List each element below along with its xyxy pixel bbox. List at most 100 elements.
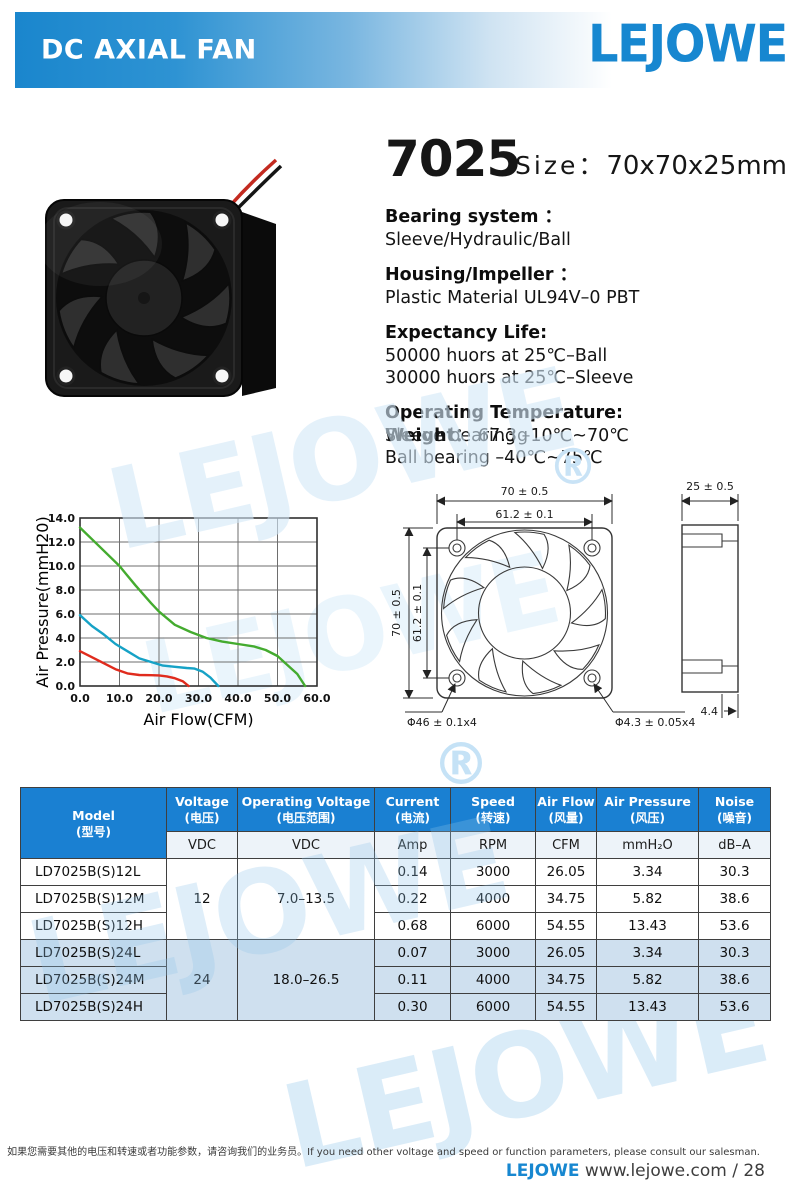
svg-text:25 ± 0.5: 25 ± 0.5 [686,480,734,493]
fan-side-face [242,212,276,396]
svg-text:61.2 ± 0.1: 61.2 ± 0.1 [495,508,553,521]
svg-text:4.4: 4.4 [701,705,719,718]
brand-logo: LEJOWE® [588,14,790,74]
cell-speed: 4000 [450,885,536,913]
cell-air-pressure: 13.43 [596,993,699,1021]
unit-air-pressure: mmH₂O [596,831,699,859]
cell-noise: 38.6 [698,966,771,994]
cell-speed: 6000 [450,993,536,1021]
cell-air-flow: 26.05 [535,858,597,886]
spec-title: Expectancy Life: [385,323,548,343]
cell-model: LD7025B(S)24H [20,993,167,1021]
svg-text:14.0: 14.0 [48,512,75,525]
cell-model: LD7025B(S)24M [20,966,167,994]
col-header-air-pressure: Air Pressure (风压) [596,787,699,832]
fan-mount-hole [56,210,76,230]
table-row: LD7025B(S)12L 12 7.0–13.5 0.14 3000 26.05 3.34… [20,858,771,940]
product-model-title: 7025 [385,130,521,188]
spec-title: Bearing system ： [385,207,563,227]
spec-list: Bearing system ： Sleeve/Hydraulic/Ball H… [385,206,780,482]
weight-value: 67.3g [477,426,529,446]
svg-text:4.0: 4.0 [56,632,76,645]
cell-current: 0.68 [374,912,451,940]
table-row: LD7025B(S)12H 0.68 6000 54.55 13.43 53.6 [20,912,771,940]
spec-line: 50000 huors at 25℃–Ball [385,346,608,366]
cell-current: 0.22 [374,885,451,913]
cell-noise: 53.6 [698,993,771,1021]
fan-wire-black [232,164,283,214]
side-view-drawing: 25 ± 0.5 4.4 [681,480,739,718]
svg-text:Air Pressure(mmH20): Air Pressure(mmH20) [35,516,52,687]
fan-hub-center [138,292,150,304]
front-mount-holes [448,539,601,687]
cell-noise: 38.6 [698,885,771,913]
cell-current: 0.07 [374,939,451,967]
front-blades [442,531,607,695]
cell-speed: 3000 [450,858,536,886]
fan-mount-hole [56,366,76,386]
fan-product-photo [38,158,283,397]
cell-speed: 4000 [450,966,536,994]
svg-text:60.0: 60.0 [303,692,330,705]
unit-voltage: VDC [166,831,238,859]
front-frame-outline [436,527,613,699]
fan-blades [58,211,231,385]
product-size: Size：70x70x25mm [515,146,787,182]
cell-current: 0.11 [374,966,451,994]
cell-noise: 30.3 [698,939,771,967]
svg-text:2.0: 2.0 [56,656,76,669]
svg-text:Φ46 ± 0.1x4: Φ46 ± 0.1x4 [407,716,477,729]
unit-air-flow: CFM [535,831,597,859]
fan-frame-inner-edge [53,207,235,389]
cell-model: LD7025B(S)24L [20,939,167,967]
spec-block: Expectancy Life: 50000 huors at 25℃–Ball… [385,322,780,389]
spec-table: Model (型号) Voltage (电压) Operating Voltage(… [20,787,771,1021]
cell-model: LD7025B(S)12L [20,858,167,886]
header-banner: DC AXIAL FAN [15,12,657,88]
cell-current: 0.30 [374,993,451,1021]
registered-mark-icon: ® [789,21,790,41]
cell-operating-voltage: 7.0–13.5 [237,858,375,940]
cell-air-pressure: 5.82 [596,885,699,913]
col-header-current: Current (电流) [374,787,451,832]
spec-block: Bearing system ： Sleeve/Hydraulic/Ball [385,206,780,251]
svg-text:10.0: 10.0 [48,560,75,573]
table-row: LD7025B(S)24L 24 18.0–26.5 0.07 3000 26.05 3.3… [20,939,771,1021]
weight-label: Weight： [385,426,473,446]
col-header-speed: Speed (转速) [450,787,536,832]
svg-text:0.0: 0.0 [56,680,76,693]
spec-line: Ball bearing –40℃~75℃ [385,448,603,468]
unit-current: Amp [374,831,451,859]
front-hub-circle [477,566,572,660]
cell-model: LD7025B(S)12H [20,912,167,940]
svg-text:Φ4.3 ± 0.05x4: Φ4.3 ± 0.05x4 [615,716,695,729]
footer-note: 如果您需要其他的电压和转速或者功能参数，请咨询我们的业务员。If you nee… [7,1147,760,1158]
performance-chart-wrap: 0.0 10.0 20.0 30.0 40.0 50.0 60.0 0.0 2.0 4.0 6.0 8… [33,503,365,741]
svg-text:0.0: 0.0 [70,692,90,705]
cell-air-pressure: 3.34 [596,858,699,886]
performance-chart: 0.0 10.0 20.0 30.0 40.0 50.0 60.0 0.0 2.0 4.0 6.0 8… [33,512,331,729]
fan-highlight [38,202,162,286]
spec-line: Sleeve bearing –10℃~70℃ [385,426,629,446]
cell-voltage: 12 [166,858,238,940]
svg-text:70 ± 0.5: 70 ± 0.5 [501,485,549,498]
cell-voltage: 24 [166,939,238,1021]
cell-current: 0.14 [374,858,451,886]
col-header-voltage: Voltage (电压) [166,787,238,832]
svg-text:61.2 ± 0.1: 61.2 ± 0.1 [411,584,424,642]
size-value: 70x70x25mm [606,151,788,181]
front-dimensions: 70 ± 0.5 61.2 ± 0.1 70 ± 0.5 61.2 ± 0.1 … [390,485,695,729]
cell-noise: 30.3 [698,858,771,886]
footer-website-link[interactable]: www.lejowe.com / 28 [584,1161,765,1181]
cell-operating-voltage: 18.0–26.5 [237,939,375,1021]
weight-row: Weight： 67.3g [385,422,528,447]
spec-line: Plastic Material UL94V–0 PBT [385,288,640,308]
spec-title: Operating Temperature: [385,403,624,423]
spec-block: Operating Temperature: Sleeve bearing –1… [385,402,780,469]
cell-speed: 6000 [450,912,536,940]
spec-block: Housing/Impeller ： Plastic Material UL94… [385,264,780,309]
svg-text:20.0: 20.0 [145,692,172,705]
cell-air-flow: 34.75 [535,966,597,994]
col-header-noise: Noise (噪音) [698,787,771,832]
cell-air-pressure: 5.82 [596,966,699,994]
